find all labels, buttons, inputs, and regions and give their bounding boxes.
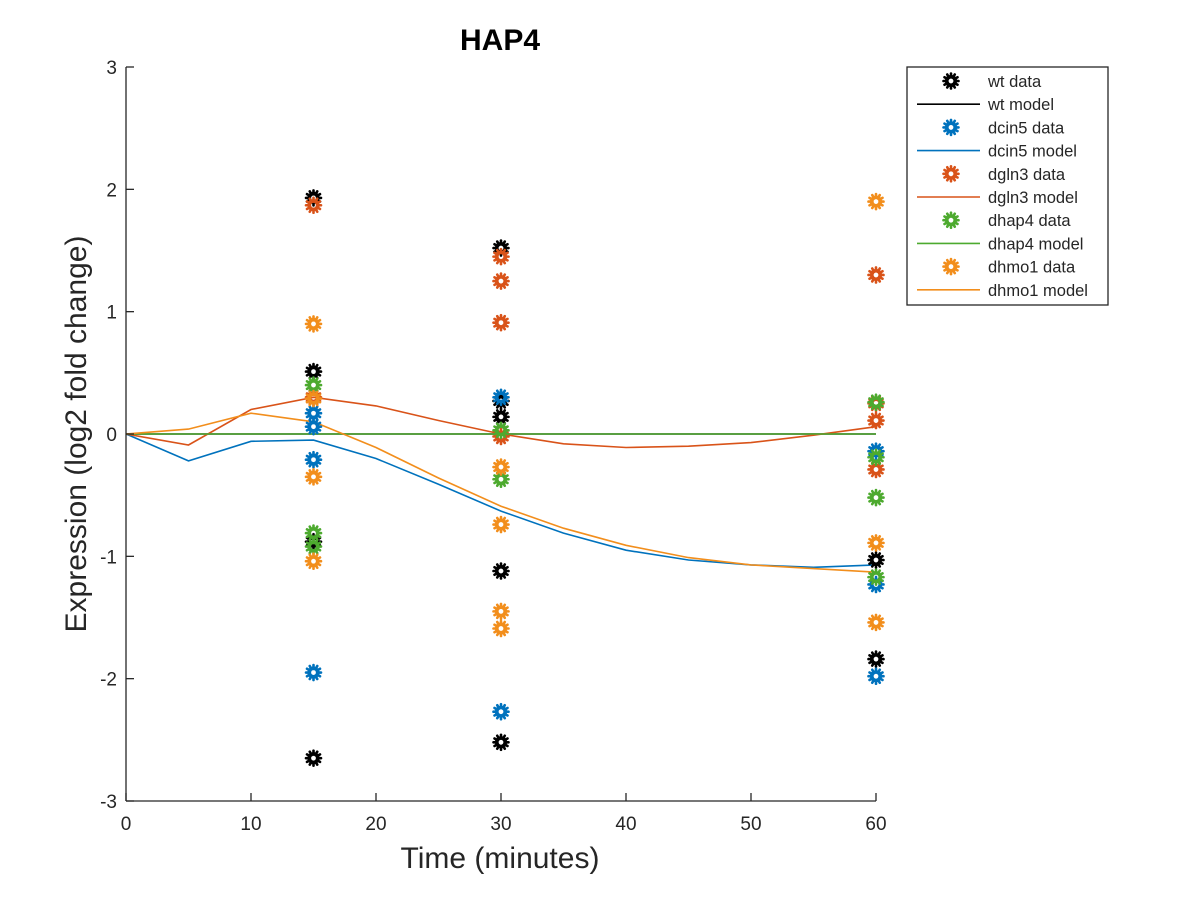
data-point-wt-data <box>867 650 885 668</box>
legend-marker-dcin5-data <box>942 118 960 137</box>
legend-label: dgln3 data <box>988 166 1066 184</box>
data-point-dgln3-data <box>492 272 510 290</box>
data-point-wt-data <box>492 562 510 580</box>
legend-item-dhmo1-model: dhmo1 model <box>917 282 1088 300</box>
data-point-dhmo1-data <box>492 619 510 638</box>
legend-marker-dhap4-data <box>942 211 960 229</box>
y-tick-label: 0 <box>106 425 117 446</box>
data-point-dgln3-data <box>867 266 885 284</box>
x-tick-label: 10 <box>240 814 261 835</box>
legend-item-dhap4-model: dhap4 model <box>917 235 1083 253</box>
legend-label: dhap4 model <box>988 235 1083 253</box>
data-point-dhmo1-data <box>304 552 323 571</box>
data-point-dhap4-data <box>304 537 323 556</box>
y-tick-label: 1 <box>106 303 117 324</box>
data-point-dhmo1-data <box>492 602 510 621</box>
data-point-dcin5-data <box>867 667 885 686</box>
legend-label: dgln3 model <box>988 189 1078 207</box>
legend-item-dgln3-data: dgln3 data <box>942 165 1066 184</box>
legend-marker-wt-data <box>942 72 960 90</box>
legend-item-dhap4-data: dhap4 data <box>942 211 1071 230</box>
x-tick-label: 50 <box>740 814 761 835</box>
data-point-dgln3-data <box>492 313 510 332</box>
data-point-dhmo1-data <box>492 458 510 476</box>
data-point-dhmo1-data <box>304 315 323 333</box>
data-point-dhap4-data <box>492 421 510 440</box>
x-tick-label: 20 <box>365 814 386 835</box>
legend: wt data wt model dcin5 data dcin5 model dgln… <box>906 66 1109 306</box>
data-point-dcin5-data <box>304 450 323 469</box>
data-point-dgln3-data <box>867 411 885 430</box>
data-point-wt-data <box>304 749 323 767</box>
chart-title: HAP4 <box>460 24 540 57</box>
legend-label: dhap4 data <box>988 212 1071 230</box>
legend-box <box>906 66 1109 306</box>
data-point-dcin5-data <box>492 388 510 407</box>
x-tick-label: 60 <box>865 814 886 835</box>
legend-label: dhmo1 model <box>988 282 1088 300</box>
legend-item-dhmo1-data: dhmo1 data <box>942 257 1076 277</box>
y-tick-label: -3 <box>100 792 117 813</box>
data-point-dhap4-data <box>867 448 885 467</box>
data-point-dcin5-data <box>304 417 323 436</box>
x-tick-label: 40 <box>615 814 636 835</box>
legend-label: wt data <box>987 73 1042 91</box>
data-point-dhmo1-data <box>867 192 885 211</box>
legend-label: wt model <box>987 96 1054 114</box>
legend-item-dcin5-data: dcin5 data <box>942 118 1065 137</box>
data-point-dhap4-data <box>867 568 885 586</box>
axes: 0 10 20 30 40 50 60 -3 -2 -1 0 1 2 3 <box>100 58 886 835</box>
data-point-dhmo1-data <box>867 534 885 552</box>
data-point-dgln3-data <box>304 196 323 215</box>
x-tick-label: 0 <box>121 814 132 835</box>
legend-marker-dgln3-data <box>942 165 960 183</box>
legend-label: dcin5 data <box>988 119 1065 137</box>
data-point-dgln3-data <box>492 247 510 266</box>
legend-item-dcin5-model: dcin5 model <box>917 143 1077 161</box>
data-point-wt-data <box>867 551 885 569</box>
data-point-dhmo1-data <box>492 515 510 534</box>
data-point-dhmo1-data <box>867 613 885 632</box>
legend-item-wt-data: wt data <box>942 72 1042 91</box>
data-point-dhmo1-data <box>304 389 323 408</box>
plot-area <box>125 189 885 767</box>
data-point-wt-data <box>492 733 510 752</box>
y-axis-label: Expression (log2 fold change) <box>60 236 93 633</box>
legend-marker-dhmo1-data <box>942 257 960 276</box>
data-point-dhap4-data <box>867 488 885 507</box>
x-tick-label: 30 <box>490 814 511 835</box>
data-point-dhmo1-data <box>304 468 323 486</box>
data-point-dcin5-data <box>492 702 510 721</box>
data-point-dhap4-data <box>867 393 885 411</box>
y-tick-label: 2 <box>106 180 117 201</box>
legend-item-dgln3-model: dgln3 model <box>917 189 1078 207</box>
y-tick-label: -2 <box>100 670 117 691</box>
data-point-dcin5-data <box>304 663 323 682</box>
y-tick-label: 3 <box>106 58 117 79</box>
legend-label: dhmo1 data <box>988 259 1076 277</box>
legend-label: dcin5 model <box>988 143 1077 161</box>
series-line-dhmo1-model <box>125 412 877 573</box>
y-tick-label: -1 <box>100 547 117 568</box>
x-axis-label: Time (minutes) <box>401 842 600 875</box>
legend-item-wt-model: wt model <box>917 96 1054 114</box>
